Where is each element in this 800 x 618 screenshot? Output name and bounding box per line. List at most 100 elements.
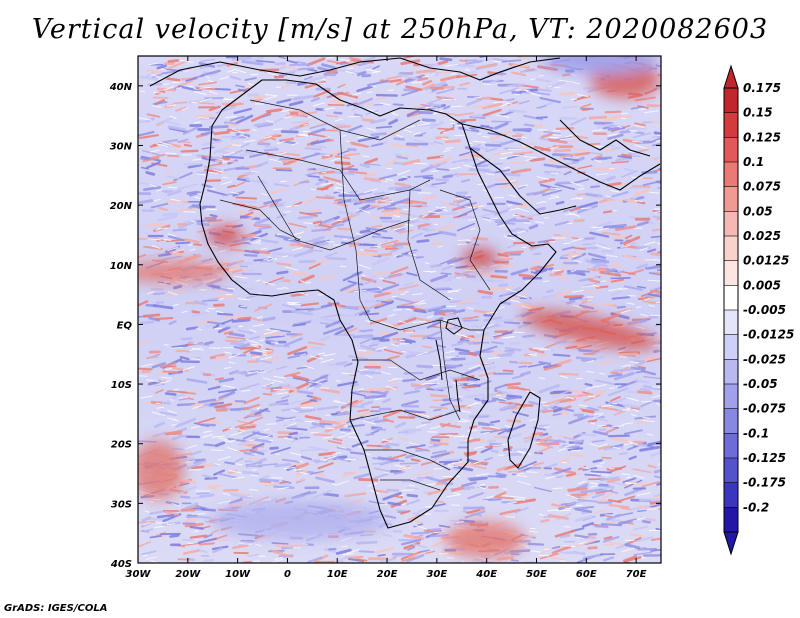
- field-streak: [382, 491, 402, 501]
- field-streak: [192, 282, 204, 289]
- field-streak-light: [341, 135, 347, 137]
- field-streak: [315, 179, 327, 186]
- field-streak-light: [454, 124, 468, 127]
- field-streak-light: [618, 356, 627, 359]
- field-streak-light: [263, 428, 270, 432]
- field-streak-light: [364, 319, 370, 323]
- field-streak-light: [454, 332, 468, 338]
- field-streak: [250, 317, 262, 322]
- field-streak-light: [466, 307, 474, 310]
- field-streak: [582, 553, 604, 560]
- field-streak: [576, 415, 595, 419]
- field-streak: [298, 215, 314, 220]
- field-streak: [413, 139, 435, 145]
- field-streak: [169, 534, 180, 538]
- field-streak: [359, 329, 374, 332]
- field-streak: [460, 385, 476, 389]
- field-streak-light: [336, 182, 346, 187]
- field-streak-light: [528, 353, 538, 357]
- field-streak: [139, 134, 159, 139]
- field-streak-light: [265, 329, 280, 332]
- field-streak-light: [394, 464, 406, 468]
- colorbar-label: -0.1: [743, 426, 769, 440]
- field-streak: [229, 87, 250, 94]
- field-streak: [431, 181, 447, 186]
- field-streak: [405, 144, 419, 148]
- field-streak-light: [518, 184, 529, 188]
- field-streak-light: [149, 183, 157, 188]
- colorbar-label: 0.005: [743, 278, 781, 292]
- field-streak: [326, 256, 347, 261]
- field-streak: [651, 537, 661, 542]
- field-streak: [602, 535, 620, 543]
- field-streak-light: [585, 370, 595, 373]
- field-streak-light: [559, 375, 569, 379]
- field-streak-light: [564, 443, 576, 448]
- field-streak: [511, 71, 527, 77]
- field-streak: [483, 387, 491, 390]
- field-streak: [417, 222, 431, 228]
- field-streak-light: [224, 366, 232, 369]
- field-streak: [265, 276, 284, 285]
- field-streak: [312, 220, 322, 225]
- field-streak: [243, 253, 258, 257]
- field-streak: [362, 288, 383, 293]
- field-streak-light: [326, 427, 335, 430]
- field-streak: [633, 379, 650, 384]
- field-streak: [471, 324, 479, 328]
- field-streak: [360, 400, 374, 406]
- field-streak-light: [266, 120, 274, 123]
- field-streak: [502, 98, 515, 103]
- colorbar-segment: [724, 310, 738, 335]
- field-streak: [390, 223, 403, 230]
- field-streak-light: [346, 548, 360, 554]
- field-streak: [336, 446, 352, 452]
- field-streak: [608, 434, 631, 438]
- field-streak-light: [162, 85, 175, 91]
- field-streak: [309, 470, 324, 475]
- field-streak-light: [371, 70, 381, 74]
- field-streak: [622, 254, 644, 262]
- field-streak-light: [263, 330, 277, 335]
- field-streak: [440, 402, 452, 407]
- field-streak: [504, 382, 521, 387]
- country-borders: [219, 99, 491, 491]
- field-streak: [223, 165, 246, 172]
- field-streak: [561, 73, 571, 77]
- field-streak-light: [231, 191, 239, 195]
- field-streak-light: [634, 144, 648, 150]
- field-streak: [453, 522, 471, 526]
- field-streak-light: [394, 253, 402, 257]
- field-streak: [166, 175, 180, 180]
- field-streak: [193, 300, 208, 306]
- field-streak: [152, 73, 162, 79]
- field-streak-light: [252, 323, 265, 327]
- field-streak: [502, 286, 521, 297]
- field-streak: [569, 207, 580, 212]
- field-streak: [242, 403, 261, 411]
- field-streak-light: [284, 266, 299, 271]
- field-streak: [414, 326, 429, 330]
- field-streak: [634, 96, 656, 102]
- field-streak: [400, 301, 420, 307]
- field-streak-light: [516, 450, 525, 455]
- field-streak: [498, 263, 514, 268]
- field-streak-light: [342, 553, 354, 556]
- field-streak-light: [185, 460, 196, 464]
- field-streak: [325, 139, 335, 143]
- field-streak-light: [576, 536, 584, 540]
- lon-tick-label: 40E: [475, 569, 497, 580]
- field-streak: [375, 125, 393, 129]
- field-streak: [563, 170, 572, 176]
- field-streak-light: [474, 96, 482, 99]
- field-streak: [533, 145, 551, 152]
- field-streak: [283, 371, 301, 378]
- field-streak-light: [649, 191, 660, 194]
- field-streak: [485, 147, 498, 153]
- field-streak: [614, 225, 637, 232]
- field-streak: [581, 408, 595, 414]
- field-streak: [440, 202, 454, 207]
- field-streak-light: [220, 181, 233, 185]
- colorbar-segment: [724, 359, 738, 384]
- field-streak-light: [340, 536, 352, 542]
